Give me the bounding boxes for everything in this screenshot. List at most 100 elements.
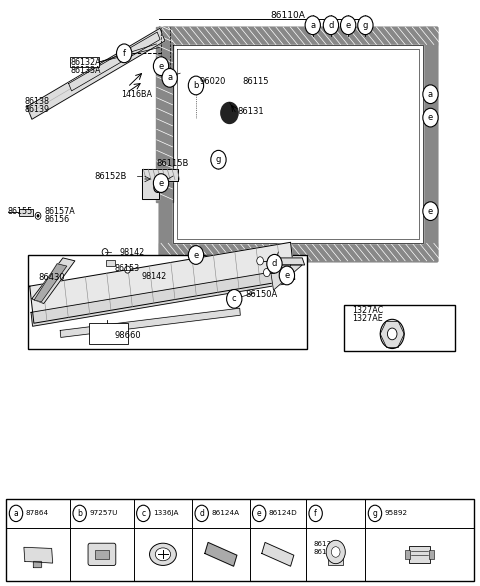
Polygon shape: [142, 169, 178, 199]
Text: 98142: 98142: [142, 272, 167, 281]
Polygon shape: [158, 27, 437, 45]
Text: 87864: 87864: [25, 510, 48, 516]
Text: 86124A: 86124A: [211, 510, 240, 516]
Circle shape: [323, 16, 338, 35]
Circle shape: [387, 328, 397, 340]
Circle shape: [267, 254, 282, 273]
Circle shape: [227, 289, 242, 308]
Circle shape: [257, 257, 264, 265]
Text: 86115B: 86115B: [156, 159, 189, 168]
Text: 86150A: 86150A: [246, 289, 278, 299]
Bar: [405, 550, 410, 559]
Bar: [89, 323, 128, 344]
Circle shape: [423, 85, 438, 104]
Text: a: a: [428, 90, 433, 98]
Text: 86430: 86430: [38, 273, 65, 282]
Bar: [95, 550, 109, 559]
Text: 86157A: 86157A: [45, 207, 75, 216]
Circle shape: [73, 505, 86, 522]
Text: g: g: [363, 21, 368, 30]
Text: 1336JA: 1336JA: [153, 510, 179, 516]
Text: 86139: 86139: [24, 105, 50, 114]
Circle shape: [117, 44, 132, 63]
Polygon shape: [30, 243, 295, 323]
Circle shape: [331, 547, 340, 557]
Circle shape: [154, 183, 161, 192]
Circle shape: [423, 108, 438, 127]
Circle shape: [102, 248, 108, 255]
Polygon shape: [24, 547, 53, 563]
Polygon shape: [158, 27, 173, 261]
Text: e: e: [257, 509, 262, 518]
Bar: [6, 499, 474, 581]
Text: d: d: [272, 259, 277, 268]
Polygon shape: [60, 308, 240, 338]
Text: 86132A: 86132A: [70, 57, 101, 67]
Circle shape: [380, 319, 404, 349]
Text: 86110A: 86110A: [270, 11, 305, 20]
Text: 98142: 98142: [120, 247, 144, 257]
Circle shape: [211, 151, 226, 169]
Circle shape: [9, 505, 23, 522]
Circle shape: [162, 69, 177, 87]
Polygon shape: [31, 270, 284, 326]
Circle shape: [137, 505, 150, 522]
Text: c: c: [141, 509, 145, 518]
Text: a: a: [167, 73, 172, 83]
Ellipse shape: [156, 548, 170, 561]
Text: 96020: 96020: [199, 77, 226, 86]
Circle shape: [340, 16, 356, 35]
Polygon shape: [33, 561, 41, 567]
Text: 97257U: 97257U: [89, 510, 118, 516]
Bar: [70, 57, 99, 67]
Text: 86124D: 86124D: [269, 510, 298, 516]
Text: e: e: [284, 271, 289, 280]
Text: e: e: [193, 250, 199, 260]
Text: f: f: [314, 509, 317, 518]
Polygon shape: [173, 45, 423, 243]
Text: d: d: [199, 509, 204, 518]
Text: 86153: 86153: [115, 264, 140, 273]
Text: 86135E: 86135E: [313, 541, 340, 547]
Polygon shape: [205, 543, 237, 566]
Circle shape: [125, 266, 131, 273]
Circle shape: [264, 268, 270, 277]
Bar: [19, 209, 33, 216]
Bar: [409, 546, 430, 563]
Polygon shape: [32, 258, 75, 304]
Polygon shape: [156, 27, 173, 202]
Circle shape: [188, 76, 204, 95]
Text: e: e: [158, 62, 164, 71]
Circle shape: [36, 214, 39, 217]
Polygon shape: [262, 543, 294, 566]
Circle shape: [309, 505, 323, 522]
Text: 86133A: 86133A: [70, 66, 101, 76]
Bar: [429, 550, 434, 559]
Circle shape: [154, 173, 168, 192]
Text: 86136D: 86136D: [313, 549, 341, 555]
Text: b: b: [193, 81, 199, 90]
Bar: [344, 305, 456, 352]
Circle shape: [35, 212, 41, 219]
Circle shape: [305, 16, 321, 35]
Circle shape: [358, 16, 373, 35]
Polygon shape: [27, 28, 165, 120]
Circle shape: [279, 266, 295, 285]
FancyBboxPatch shape: [88, 543, 116, 565]
Circle shape: [195, 505, 208, 522]
Polygon shape: [69, 32, 160, 91]
Polygon shape: [269, 258, 305, 265]
Circle shape: [326, 540, 345, 564]
Polygon shape: [423, 27, 437, 261]
Text: e: e: [428, 113, 433, 122]
Text: a: a: [310, 21, 315, 30]
Text: f: f: [123, 49, 126, 58]
Text: d: d: [328, 21, 334, 30]
Polygon shape: [158, 243, 437, 261]
Bar: [28, 255, 307, 349]
Ellipse shape: [150, 543, 176, 565]
Text: b: b: [77, 509, 82, 518]
Text: 1416BA: 1416BA: [121, 90, 152, 98]
Text: 86131: 86131: [238, 107, 264, 116]
Text: 86152B: 86152B: [94, 172, 126, 180]
